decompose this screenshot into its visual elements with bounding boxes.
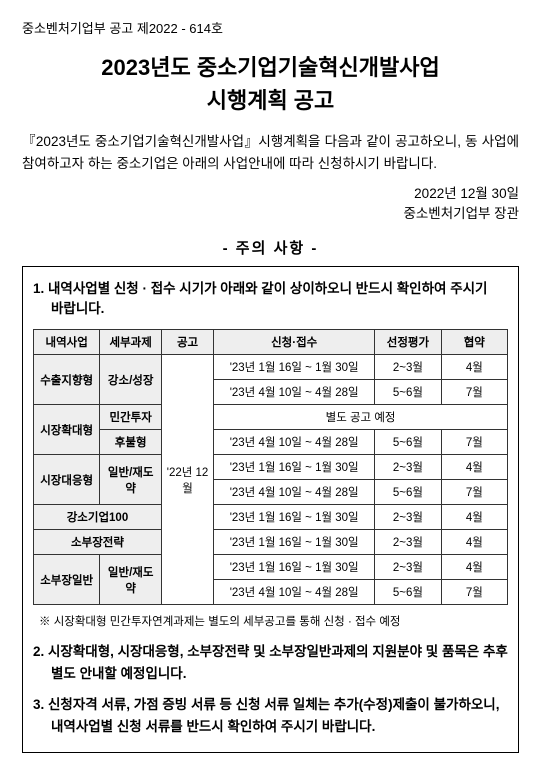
- cell-project: 시장확대형: [34, 405, 100, 455]
- notice-number: 중소벤처기업부 공고 제2022 - 614호: [22, 18, 519, 37]
- cell-eval: 5~6월: [375, 580, 441, 605]
- schedule-table: 내역사업 세부과제 공고 신청·접수 선정평가 협약 수출지향형 강소/성장 '…: [33, 329, 508, 605]
- title-line2: 시행계획 공고: [22, 84, 519, 117]
- table-row: 소부장일반 일반/재도약 '23년 1월 16일 ~ 1월 30일 2~3월 4…: [34, 555, 508, 580]
- th-subtask: 세부과제: [100, 330, 162, 355]
- th-eval: 선정평가: [375, 330, 441, 355]
- cell-contract: 4월: [441, 355, 507, 380]
- table-row: 시장확대형 민간투자 별도 공고 예정: [34, 405, 508, 430]
- cell-period: '23년 1월 16일 ~ 1월 30일: [214, 455, 375, 480]
- cell-subtask: 강소/성장: [100, 355, 162, 405]
- cell-period: '23년 4월 10일 ~ 4월 28일: [214, 480, 375, 505]
- cell-subtask: 일반/재도약: [100, 455, 162, 505]
- cell-contract: 4월: [441, 530, 507, 555]
- table-row: 강소기업100 '23년 1월 16일 ~ 1월 30일 2~3월 4월: [34, 505, 508, 530]
- cell-period: '23년 4월 10일 ~ 4월 28일: [214, 430, 375, 455]
- cell-period: '23년 1월 16일 ~ 1월 30일: [214, 505, 375, 530]
- table-row: 소부장전략 '23년 1월 16일 ~ 1월 30일 2~3월 4월: [34, 530, 508, 555]
- cell-project: 소부장전략: [34, 530, 162, 555]
- cell-eval: 2~3월: [375, 505, 441, 530]
- cell-project: 강소기업100: [34, 505, 162, 530]
- date-signer-block: 2022년 12월 30일 중소벤처기업부 장관: [22, 184, 519, 225]
- cell-contract: 7월: [441, 430, 507, 455]
- cell-project: 소부장일반: [34, 555, 100, 605]
- cell-contract: 4월: [441, 455, 507, 480]
- cell-contract: 7월: [441, 580, 507, 605]
- cell-contract: 7월: [441, 380, 507, 405]
- notice-section-header: - 주의 사항 -: [22, 237, 519, 258]
- cell-eval: 2~3월: [375, 555, 441, 580]
- table-row: 시장대응형 일반/재도약 '23년 1월 16일 ~ 1월 30일 2~3월 4…: [34, 455, 508, 480]
- th-announce: 공고: [161, 330, 213, 355]
- cell-project: 시장대응형: [34, 455, 100, 505]
- cell-subtask: 일반/재도약: [100, 555, 162, 605]
- title-line1: 2023년도 중소기업기술혁신개발사업: [22, 51, 519, 84]
- signer: 중소벤처기업부 장관: [22, 204, 519, 224]
- announcement-date: 2022년 12월 30일: [22, 184, 519, 204]
- notice-box: 1. 내역사업별 신청 · 접수 시기가 아래와 같이 상이하오니 반드시 확인…: [22, 266, 519, 753]
- cell-contract: 7월: [441, 480, 507, 505]
- cell-period: '23년 1월 16일 ~ 1월 30일: [214, 355, 375, 380]
- cell-eval: 5~6월: [375, 480, 441, 505]
- cell-subtask: 민간투자: [100, 405, 162, 430]
- th-contract: 협약: [441, 330, 507, 355]
- cell-eval: 2~3월: [375, 530, 441, 555]
- cell-eval: 5~6월: [375, 380, 441, 405]
- cell-period: '23년 1월 16일 ~ 1월 30일: [214, 555, 375, 580]
- table-row: 후불형 '23년 4월 10일 ~ 4월 28일 5~6월 7월: [34, 430, 508, 455]
- cell-contract: 4월: [441, 505, 507, 530]
- table-row: 수출지향형 강소/성장 '22년 12월 '23년 1월 16일 ~ 1월 30…: [34, 355, 508, 380]
- main-title: 2023년도 중소기업기술혁신개발사업 시행계획 공고: [22, 51, 519, 117]
- table-footnote: ※ 시장확대형 민간투자연계과제는 별도의 세부공고를 통해 신청 · 접수 예…: [39, 613, 508, 629]
- cell-period: '23년 1월 16일 ~ 1월 30일: [214, 530, 375, 555]
- table-header-row: 내역사업 세부과제 공고 신청·접수 선정평가 협약: [34, 330, 508, 355]
- cell-contract: 4월: [441, 555, 507, 580]
- section-3-text: 3. 신청자격 서류, 가점 증빙 서류 등 신청 서류 일체는 추가(수정)제…: [51, 694, 508, 737]
- cell-eval: 2~3월: [375, 455, 441, 480]
- section-2-text: 2. 시장확대형, 시장대응형, 소부장전략 및 소부장일반과제의 지원분야 및…: [51, 641, 508, 684]
- cell-period: '23년 4월 10일 ~ 4월 28일: [214, 580, 375, 605]
- th-project: 내역사업: [34, 330, 100, 355]
- cell-period: '23년 4월 10일 ~ 4월 28일: [214, 380, 375, 405]
- cell-gonggo: '22년 12월: [161, 355, 213, 605]
- cell-eval: 2~3월: [375, 355, 441, 380]
- cell-subtask: 후불형: [100, 430, 162, 455]
- intro-paragraph: 『2023년도 중소기업기술혁신개발사업』시행계획을 다음과 같이 공고하오니,…: [22, 131, 519, 174]
- th-apply: 신청·접수: [214, 330, 375, 355]
- section-1-title: 1. 내역사업별 신청 · 접수 시기가 아래와 같이 상이하오니 반드시 확인…: [51, 279, 508, 320]
- cell-project: 수출지향형: [34, 355, 100, 405]
- cell-eval: 5~6월: [375, 430, 441, 455]
- cell-separate-announce: 별도 공고 예정: [214, 405, 508, 430]
